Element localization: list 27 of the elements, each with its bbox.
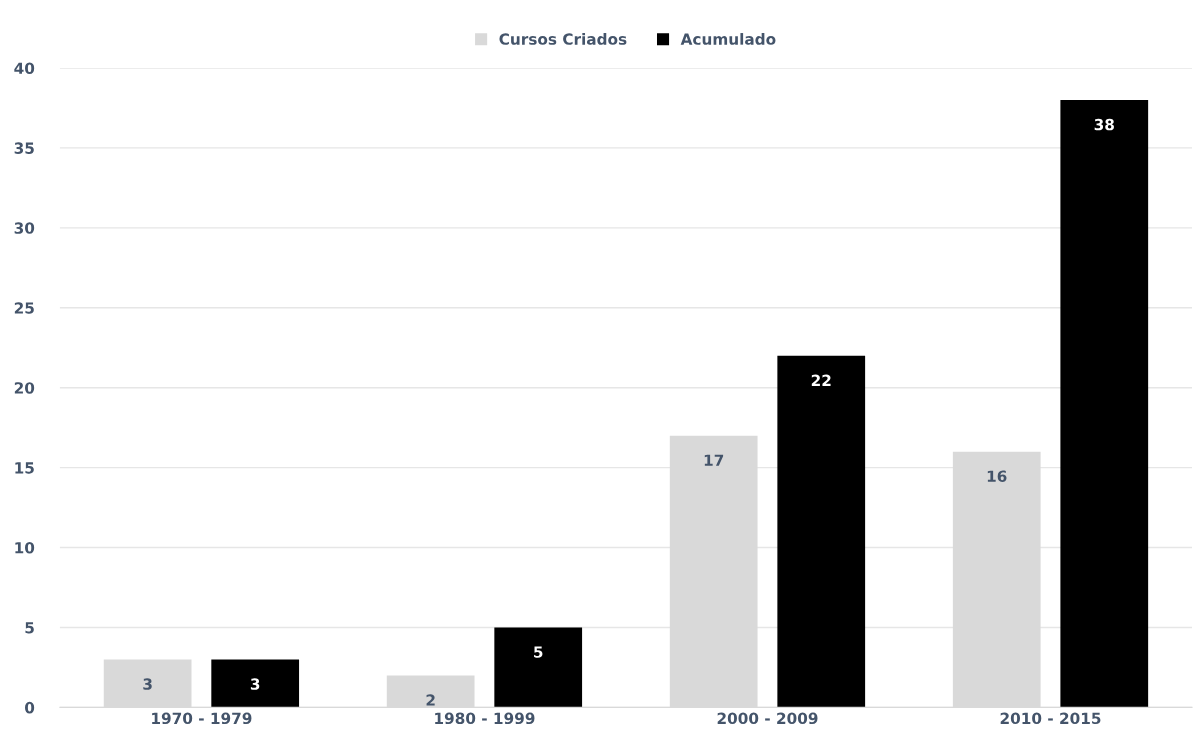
data-label: 3: [143, 678, 152, 690]
x-tick-label: 1980 - 1999: [435, 712, 535, 725]
legend-label: Cursos Criados: [499, 33, 627, 45]
data-label: 38: [1094, 118, 1114, 131]
y-tick-label: 25: [14, 302, 34, 314]
legend-label: Acumulado: [680, 33, 776, 45]
x-tick-label: 2010 - 2015: [1000, 712, 1101, 725]
y-tick-label: 20: [14, 382, 35, 394]
bar: [1060, 99, 1149, 708]
data-label: 2: [426, 694, 435, 706]
x-tick-label: 2000 - 2009: [717, 712, 818, 725]
y-tick-label: 30: [14, 222, 35, 234]
data-label: 17: [704, 454, 724, 466]
data-label: 22: [811, 374, 831, 386]
data-label: 16: [987, 470, 1007, 483]
y-tick-label: 35: [14, 142, 34, 154]
bar: [494, 627, 583, 708]
bar: [211, 659, 300, 708]
data-label: 5: [534, 646, 543, 658]
y-tick-label: 40: [14, 62, 35, 74]
x-tick-label: 1970 - 1979: [152, 712, 252, 725]
bar: [777, 355, 866, 708]
y-tick-label: 0: [25, 701, 35, 714]
y-tick-label: 15: [15, 462, 34, 474]
y-tick-label: 5: [25, 622, 34, 634]
data-label: 3: [250, 678, 260, 690]
y-tick-label: 10: [15, 542, 35, 554]
